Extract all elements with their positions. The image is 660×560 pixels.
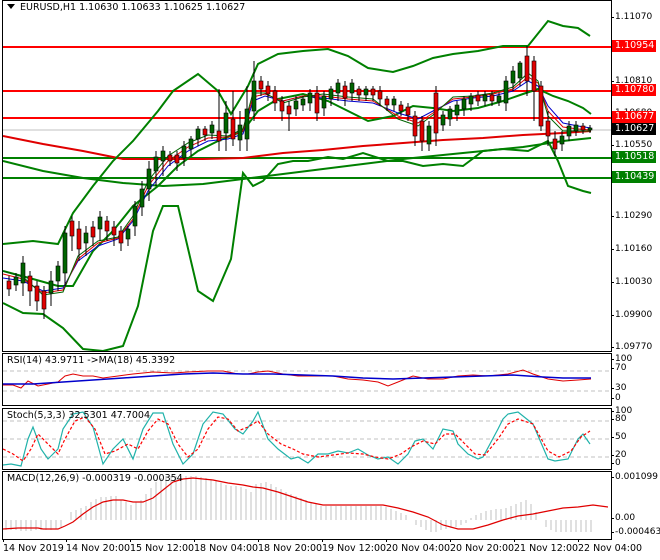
support-badge-2: 1.10439 [612,171,656,183]
price-tick: 1.11070 [610,12,653,22]
stoch-plot [3,410,611,467]
time-label: 20 Nov 04:00 [386,539,451,554]
macd-tick: 0.001099 [611,472,658,482]
price-tick: 1.10160 [610,244,653,254]
stoch-tick: 20 [610,450,627,460]
resistance-badge-3: 1.10677 [612,111,656,123]
time-label: 14 Nov 2019 [3,539,64,554]
current-price-badge: 1.10627 [612,123,656,135]
resistance-badge-2: 1.10780 [612,84,656,96]
macd-tick: -0.000463 [610,527,660,537]
symbol-ohlc-label: EURUSD,H1 1.10630 1.10633 1.10625 1.1062… [20,2,246,13]
time-label: 18 Nov 20:00 [258,539,323,554]
price-tick: 1.10810 [610,76,653,86]
macd-tick: 0.00 [610,513,636,523]
rsi-panel[interactable]: RSI(14) 43.9711 ->MA(18) 45.3392 [2,353,612,406]
price-tick: 1.10030 [610,277,653,287]
time-label: 18 Nov 04:00 [194,539,259,554]
price-tick: 1.09770 [610,342,653,352]
macd-panel[interactable]: MACD(12,26,9) -0.000319 -0.000354 [2,471,612,540]
rsi-tick: 30 [610,383,627,393]
stoch-axis: 100 80 50 20 0 [610,406,660,468]
stoch-tick: 100 [610,406,633,416]
chart-title: EURUSD,H1 1.10630 1.10633 1.10625 1.1062… [7,2,245,13]
time-label: 22 Nov 04:00 [578,539,643,554]
rsi-tick: 100 [610,354,633,364]
price-tick: 1.09900 [610,310,653,320]
price-chart-panel[interactable]: EURUSD,H1 1.10630 1.10633 1.10625 1.1062… [2,0,612,352]
macd-title: MACD(12,26,9) -0.000319 -0.000354 [7,473,183,484]
candles [6,46,593,319]
time-label: 20 Nov 20:00 [450,539,515,554]
macd-plot [3,476,609,532]
rsi-axis: 100 70 30 0 [610,353,660,404]
macd-histogram [5,476,592,532]
time-label: 14 Nov 20:00 [66,539,131,554]
resistance-badge-1: 1.10954 [612,40,656,52]
time-axis: 14 Nov 2019 14 Nov 20:00 15 Nov 12:00 18… [0,539,660,560]
dropdown-triangle-icon[interactable] [7,4,15,9]
price-plot [3,19,611,351]
price-tick: 1.10550 [610,140,653,150]
support-badge-1: 1.10518 [612,151,656,163]
time-label: 15 Nov 12:00 [130,539,195,554]
rsi-plot [3,369,611,392]
stoch-title: Stoch(5,3,3) 32.5301 47.7004 [7,410,151,421]
rsi-tick: 0 [611,393,621,403]
time-label: 21 Nov 12:00 [514,539,579,554]
stoch-tick: 80 [610,414,627,424]
price-tick: 1.10290 [610,211,653,221]
stochastic-panel[interactable]: Stoch(5,3,3) 32.5301 47.7004 [2,408,612,470]
stoch-tick: 0 [611,458,621,468]
macd-axis: 0.001099 0.00 -0.000463 [610,471,660,538]
rsi-title: RSI(14) 43.9711 ->MA(18) 45.3392 [7,355,176,366]
rsi-tick: 70 [610,363,627,373]
time-label: 19 Nov 12:00 [322,539,387,554]
stoch-tick: 50 [610,432,627,442]
